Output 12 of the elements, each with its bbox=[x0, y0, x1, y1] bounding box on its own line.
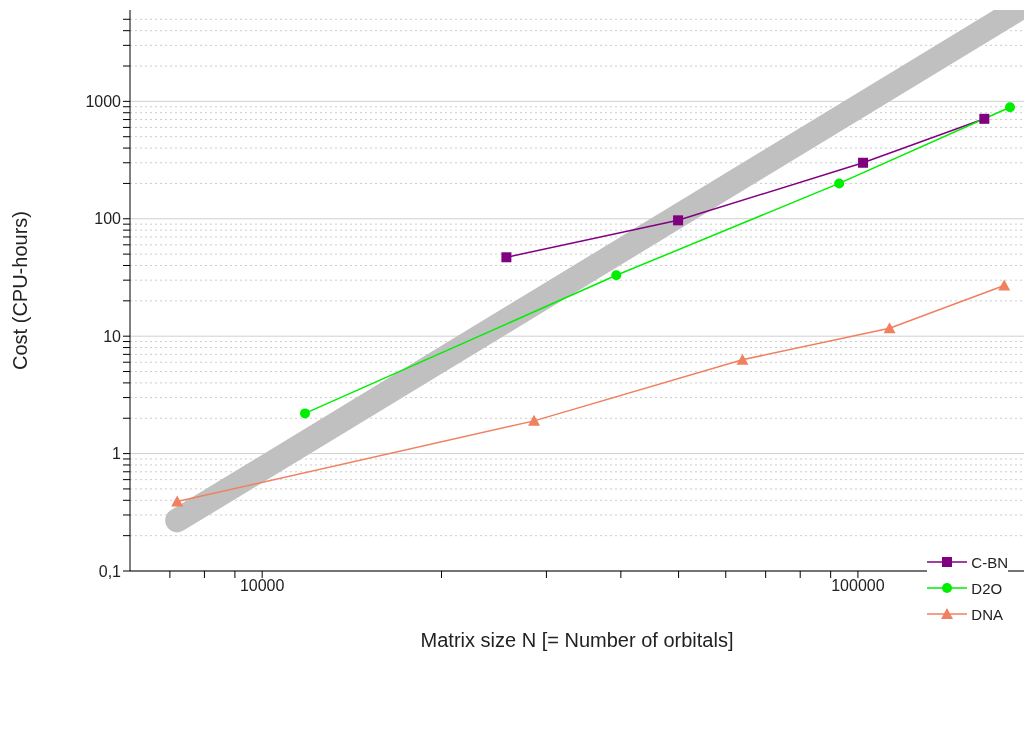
y-tick-label: 0,1 bbox=[98, 562, 122, 580]
legend-label: DNA bbox=[971, 605, 1003, 623]
y-tick-label: 100 bbox=[94, 210, 122, 228]
y-tick-label: 10 bbox=[103, 327, 122, 345]
x-axis-title: Matrix size N [= Number of orbitals] bbox=[420, 629, 734, 651]
y-axis-title: Cost (CPU-hours) bbox=[9, 211, 32, 370]
x-tick-label: 100000 bbox=[831, 577, 885, 595]
y-tick-label: 1 bbox=[112, 445, 122, 463]
y-tick-label: 1000 bbox=[85, 93, 122, 111]
legend-label: C-BN bbox=[971, 553, 1008, 571]
x-tick-label: 10000 bbox=[239, 577, 285, 595]
legend-label: D2O bbox=[971, 579, 1003, 597]
